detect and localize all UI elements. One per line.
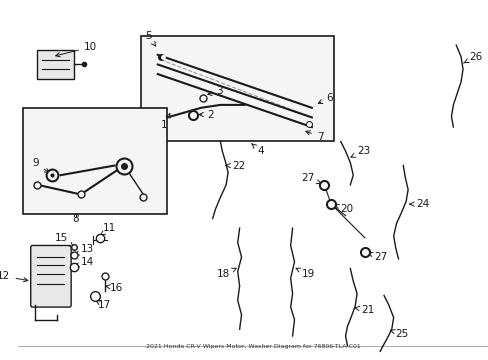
Text: 20: 20 [334,204,353,214]
Text: 1: 1 [161,114,170,130]
Text: 22: 22 [225,161,244,171]
Text: 18: 18 [216,268,236,279]
Text: 3: 3 [207,86,223,96]
Text: 25: 25 [389,329,408,339]
Text: 13: 13 [75,244,94,255]
Bar [23,108,167,214]
Text: 14: 14 [75,257,94,267]
Text: 27: 27 [301,173,320,184]
Text: 12: 12 [0,271,28,282]
FancyBboxPatch shape [31,246,71,307]
Text: 10: 10 [56,42,97,57]
Text: 11: 11 [100,223,116,236]
Text: 23: 23 [350,146,369,157]
Text: 19: 19 [295,268,315,279]
Text: 5: 5 [144,31,155,46]
Text: 26: 26 [463,52,481,63]
Text: 21: 21 [354,305,373,315]
Text: 27: 27 [367,252,387,262]
Text: 6: 6 [318,93,332,103]
Text: 2021 Honda CR-V Wipers Motor, Washer Diagram for 76806-TLA-C01: 2021 Honda CR-V Wipers Motor, Washer Dia… [145,345,360,350]
Text: 7: 7 [305,131,323,142]
Text: 24: 24 [409,199,428,209]
Text: 8: 8 [73,213,79,224]
Text: 15: 15 [55,233,73,247]
Text: 16: 16 [106,283,122,293]
Text: 4: 4 [251,144,263,156]
Bar [38,50,74,79]
Text: 2: 2 [199,109,213,120]
Text: 17: 17 [95,300,111,310]
Bar [141,36,333,141]
Text: 9: 9 [33,158,49,173]
